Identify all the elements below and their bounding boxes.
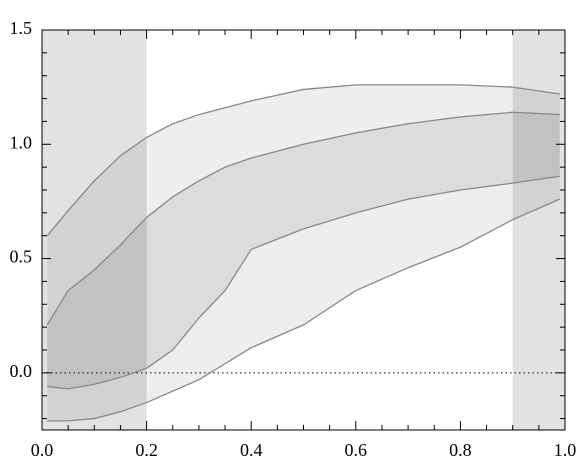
y-tick-label: 1.0 xyxy=(10,132,33,152)
band-fill xyxy=(47,84,560,421)
series-line xyxy=(47,175,560,390)
shaded-region xyxy=(512,30,565,430)
series-line xyxy=(46,111,560,326)
x-tick-label: 1.0 xyxy=(554,440,577,460)
x-tick-label: 0.4 xyxy=(240,440,263,460)
band-fill xyxy=(47,112,560,389)
series-line xyxy=(47,198,561,422)
shaded-region xyxy=(42,30,147,430)
x-tick-label: 0.8 xyxy=(449,440,472,460)
series-line xyxy=(46,84,560,237)
y-tick-label: 1.5 xyxy=(10,18,33,38)
x-tick-label: 0.0 xyxy=(31,440,54,460)
x-tick-label: 0.2 xyxy=(135,440,158,460)
x-tick-label: 0.6 xyxy=(345,440,368,460)
y-tick-label: 0.0 xyxy=(10,361,33,381)
y-tick-label: 0.5 xyxy=(10,247,33,267)
